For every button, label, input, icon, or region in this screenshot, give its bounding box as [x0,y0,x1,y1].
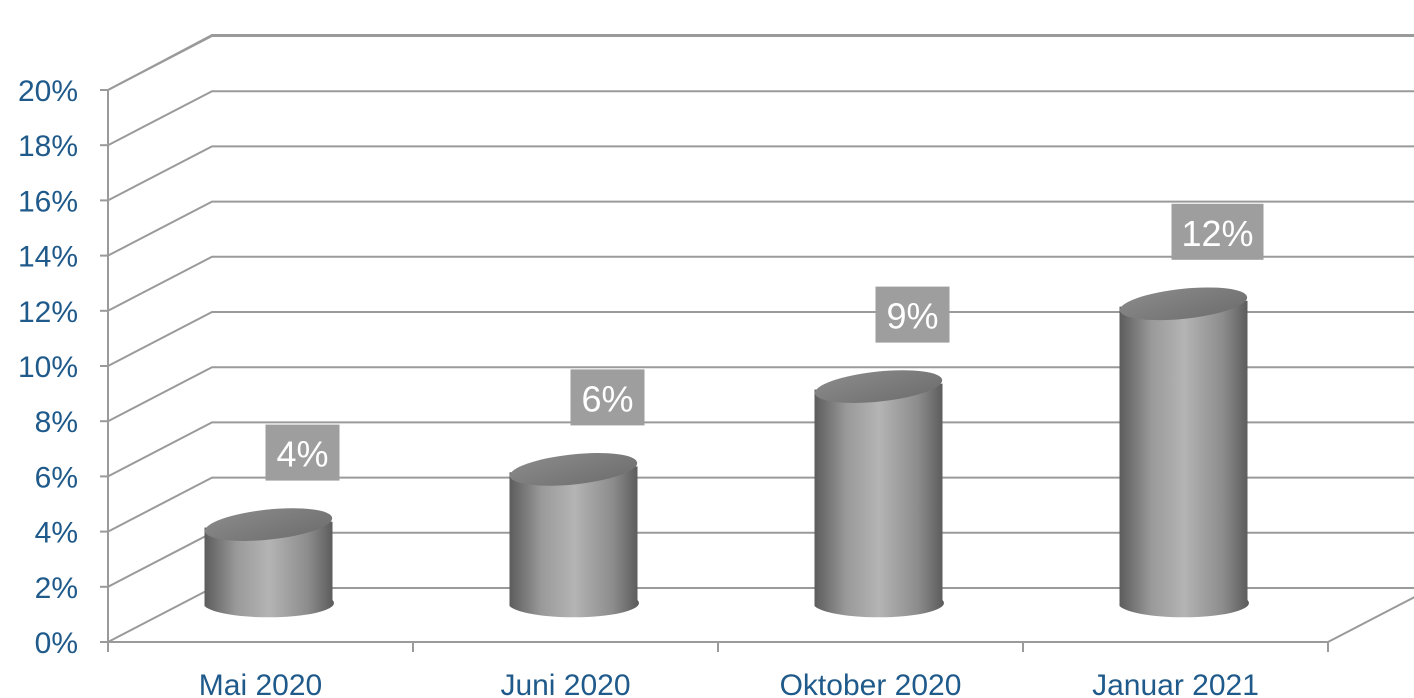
y-tick-label: 16% [18,185,78,218]
bar-top [814,370,943,403]
bar [1119,287,1249,618]
axes: 0% 2% 4% 6% 8% 10% 12% 14% 16% 18% 20% Mai 2020 Juni… [18,75,1414,698]
data-label: 6% [570,369,645,426]
bar-body [509,466,639,618]
y-tick-label: 8% [35,406,78,439]
data-label-text: 12% [1181,213,1253,254]
data-label: 4% [265,424,340,481]
bar-body [1119,300,1249,618]
gridline [107,255,1414,312]
gridline [107,90,1414,147]
x-tick-label: Oktober 2020 [780,669,962,698]
bar [814,370,944,618]
data-label-text: 9% [886,296,938,337]
gridline [107,35,1414,91]
floor-right-edge [1327,596,1414,643]
gridline [107,366,1414,423]
gridlines [107,34,1414,643]
y-tick-label: 18% [18,130,78,163]
bar-body [814,383,944,618]
y-tick-label: 4% [35,517,78,550]
data-label-text: 6% [581,378,633,419]
x-tick-label: Juni 2020 [500,669,630,698]
bar-body [204,521,334,618]
y-tick-label: 14% [18,241,78,274]
gridline-top [107,34,1414,91]
bar [509,453,639,618]
data-label-box [265,424,340,481]
gridline [107,311,1414,367]
bar-top [1119,287,1248,321]
data-label: 9% [875,286,950,343]
data-label-text: 4% [276,434,328,475]
data-label-box [875,286,950,343]
gridline [107,145,1414,202]
y-tick-label: 2% [35,572,78,605]
y-tick-label: 0% [35,627,78,660]
gridline [107,476,1414,533]
y-tick-label: 10% [18,351,78,384]
bar [204,508,334,618]
data-label: 12% [1171,203,1264,260]
gridline [107,421,1414,478]
gridline [107,200,1414,257]
bars [204,287,1249,618]
data-labels: 4% 6% 9% 12% [265,203,1264,481]
y-tick-label: 20% [18,75,78,108]
y-tick-label: 12% [18,296,78,329]
bar-top [509,453,638,486]
x-tick-label: Januar 2021 [1092,669,1259,698]
y-tick-label: 6% [35,461,78,494]
bar-top [204,508,333,541]
data-label-box [1171,203,1264,260]
data-label-box [570,369,645,426]
x-tick-label: Mai 2020 [199,669,322,698]
